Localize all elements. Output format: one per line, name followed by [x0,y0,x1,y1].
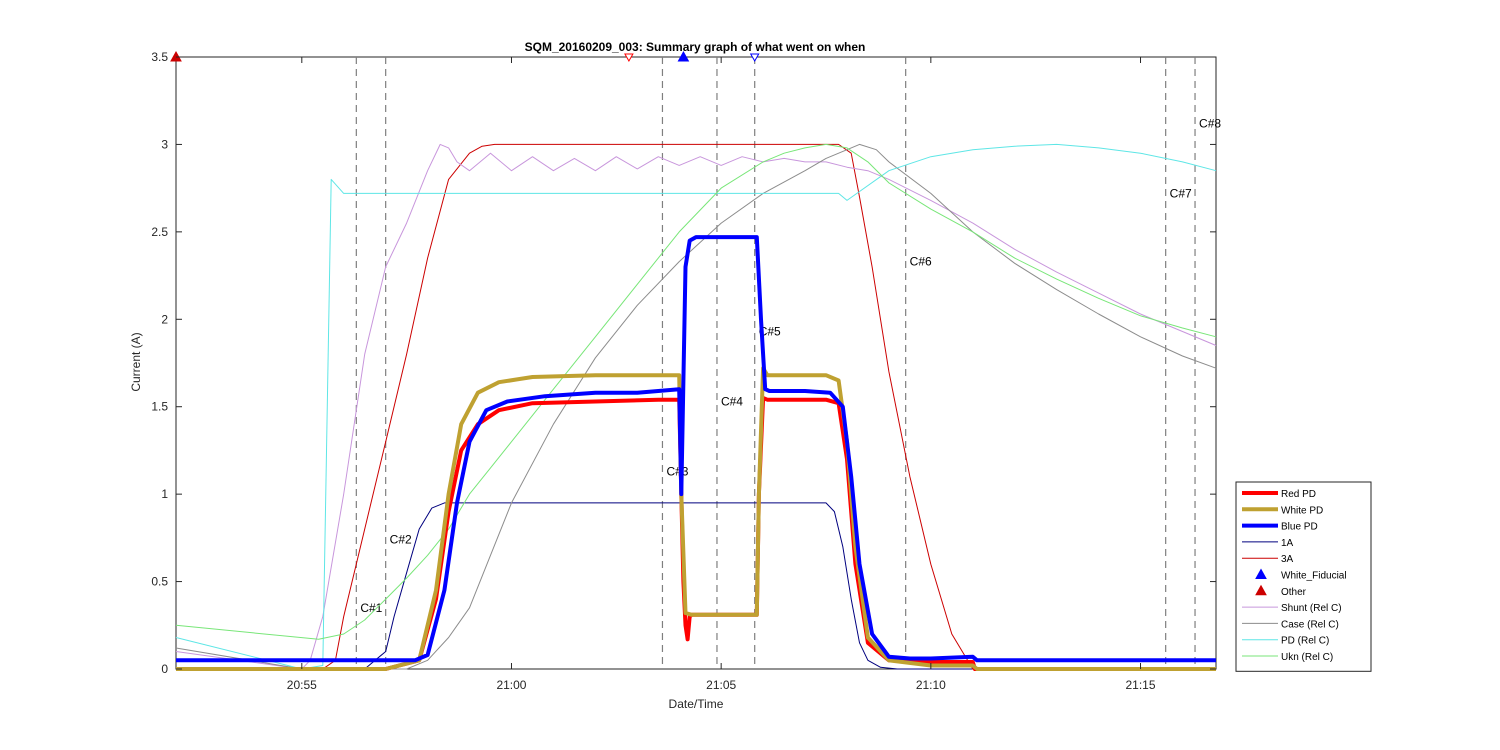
axes-box [175,56,1217,670]
y-tick-label: 2.5 [151,225,168,239]
y-tick-label: 3.5 [151,50,168,64]
cursor-label: C#6 [910,255,932,269]
legend-label-ukn-rel-c: Ukn (Rel C) [1281,652,1333,663]
chart-title: SQM_20160209_003: Summary graph of what … [525,40,866,54]
legend-label-3a: 3A [1281,554,1294,565]
y-tick-label: 0 [161,662,168,676]
legend-label-white-pd: White PD [1281,505,1323,516]
series-line-shunt-rel-c [175,143,1217,670]
series-line-white-pd [176,366,1216,671]
y-tick-label: 1.5 [151,400,168,414]
series-line-3a [176,143,1216,670]
y-tick-label: 3 [161,137,168,151]
legend-label-1a: 1A [1281,538,1294,549]
y-axis-label: Current (A) [129,332,143,391]
x-tick-label: 21:10 [916,678,946,692]
series-line-ukn-rel-c [175,143,1217,640]
x-tick-label: 21:15 [1126,678,1156,692]
series-line-1a [176,502,1216,670]
legend: Red PD White PD Blue PD 1A 3A White_Fiducial O… [1235,481,1372,672]
cursor-label: C#8 [1199,116,1221,130]
cursor-label: C#4 [721,394,743,408]
cursor-label: C#1 [360,601,382,615]
x-tick-label: 21:05 [706,678,736,692]
legend-label-red-pd: Red PD [1281,489,1316,500]
legend-swatch-white-fiducial [1255,568,1267,579]
marker-white-fiducial [749,53,760,63]
series-line-pd-rel-c [175,143,1217,670]
marker-other [624,53,634,63]
y-tick-label: 2 [161,312,168,326]
legend-label-blue-pd: Blue PD [1281,522,1318,533]
y-tick-label: 1 [161,487,168,501]
series-line-blue-pd [176,235,1216,663]
cursor-label: C#2 [390,533,412,547]
cursor-label: C#3 [666,464,688,478]
y-tick-label: 0.5 [151,575,168,589]
x-tick-label: 21:00 [496,678,526,692]
legend-label-shunt-rel-c: Shunt (Rel C) [1281,603,1342,614]
plot-area: C#1 C#2 C#3 C#4 C#5 C#6 C#7 C#8 20:55 21:00 21:05 2… [151,50,1221,692]
x-tick-label: 20:55 [287,678,317,692]
legend-label-other: Other [1281,587,1307,598]
cursor-label: C#7 [1170,186,1192,200]
legend-label-pd-rel-c: PD (Rel C) [1281,636,1329,647]
legend-label-case-rel-c: Case (Rel C) [1281,619,1339,630]
cursor-label: C#5 [759,325,781,339]
x-axis-label: Date/Time [669,697,724,711]
legend-swatch-other [1255,584,1267,596]
marker-white-fiducial [677,50,690,62]
legend-label-white-fiducial: White_Fiducial [1281,571,1347,582]
series-line-case-rel-c [175,143,1217,670]
